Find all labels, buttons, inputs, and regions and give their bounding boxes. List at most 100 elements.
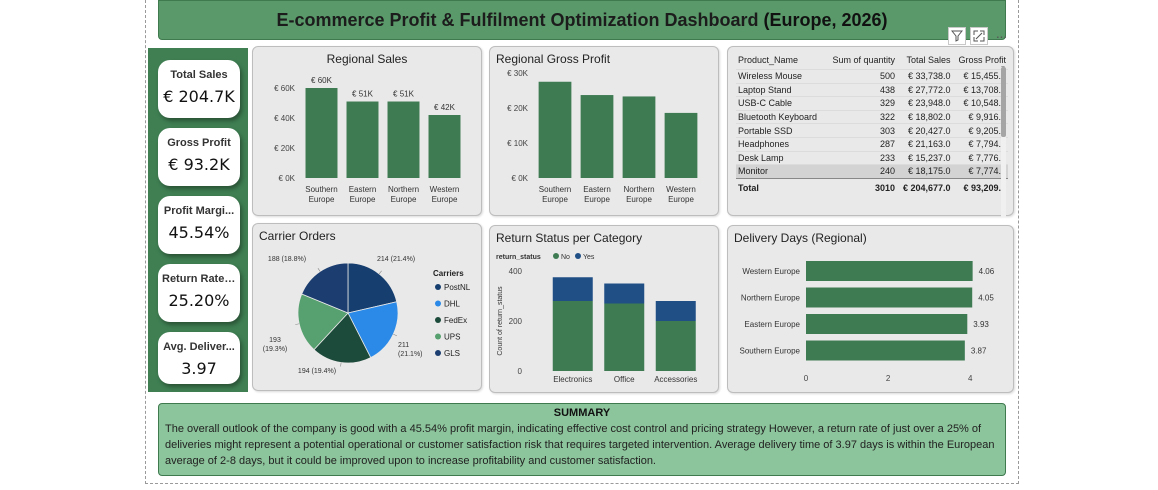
pie-slice[interactable] [347, 262, 398, 314]
table-total-cell: 3010 [825, 177, 898, 195]
stacked-bar-segment[interactable] [655, 301, 696, 321]
kpi-avg-delivery[interactable]: Avg. Deliver... 3.97 [158, 332, 240, 384]
table-row[interactable]: Wireless Mouse 500 € 33,738.0 € 15,455.0 [736, 69, 1008, 84]
data-label: € 51K [352, 90, 374, 99]
data-label: 3.93 [973, 320, 989, 329]
table-row[interactable]: Headphones 287 € 21,163.0 € 7,794.0 [736, 136, 1008, 152]
bar[interactable] [806, 340, 965, 361]
bar[interactable] [806, 261, 973, 281]
product-table-card[interactable]: Product_Name Sum of quantity Total Sales… [727, 46, 1014, 217]
return-status-chart: return_status No Yes Count of return_status… [496, 253, 697, 384]
bar[interactable] [305, 88, 338, 178]
y-axis-title: Count of return_status [497, 286, 504, 356]
table-row[interactable]: Desk Lamp 233 € 15,237.0 € 7,776.0 [736, 150, 1008, 165]
summary-heading: SUMMARY [553, 407, 611, 419]
bar[interactable] [806, 314, 968, 334]
table-row[interactable]: Portable SSD 303 € 20,427.0 € 9,205.0 [736, 123, 1008, 138]
dashboard-title-text: E-commerce Profit & Fulfilment Optimizat… [276, 9, 759, 30]
dashboard-title-suffix: (Europe, 2026) [763, 9, 888, 30]
column-header-sorted[interactable]: Gross Profit▼ [953, 53, 1008, 72]
table-cell: € 13,708.0 [952, 82, 1008, 97]
slice-label: 214 (21.4%) [377, 256, 415, 263]
kpi-gross-profit[interactable]: Gross Profit € 93.2K [158, 128, 240, 186]
table-total-cell: Total [736, 177, 826, 195]
table-cell: 303 [825, 123, 898, 138]
table-cell: € 27,772.0 [897, 82, 953, 97]
table-cell: Laptop Stand [736, 82, 826, 97]
bar[interactable] [346, 101, 379, 179]
legend-marker [575, 253, 581, 259]
return-status-card[interactable]: Return Status per Category return_status… [489, 225, 719, 393]
data-label: 3.87 [971, 347, 987, 356]
table-row[interactable]: Laptop Stand 438 € 27,772.0 € 13,708.0 [736, 82, 1008, 97]
kpi-total-sales[interactable]: Total Sales € 204.7K [158, 60, 240, 118]
table-cell: € 21,163.0 [897, 136, 953, 152]
y-tick-label: € 20K [507, 104, 529, 113]
kpi-value: 25.20% [168, 291, 230, 310]
bar[interactable] [664, 112, 698, 178]
bar[interactable] [428, 115, 461, 178]
filter-icon[interactable] [948, 27, 966, 45]
x-tick-label: Southern Europe [539, 185, 571, 204]
table-row[interactable]: Bluetooth Keyboard 322 € 18,802.0 € 9,916.0 [736, 109, 1008, 124]
table-scrollbar[interactable] [1001, 67, 1006, 137]
x-tick-label: Western Europe [430, 185, 460, 204]
stacked-bar-segment[interactable] [552, 301, 593, 371]
y-tick-label: Western Europe [742, 267, 800, 276]
column-header[interactable]: Total Sales [906, 55, 951, 65]
legend-marker [435, 284, 441, 290]
legend-marker [435, 333, 441, 340]
table-cell: € 15,237.0 [897, 150, 953, 165]
x-tick-label: Eastern Europe [349, 185, 377, 204]
data-label: € 60K [311, 76, 333, 85]
leader-line [317, 267, 321, 272]
dashboard-title: E-commerce Profit & Fulfilment Optimizat… [158, 0, 1006, 40]
pie-slice[interactable] [313, 312, 372, 364]
stacked-bar-segment[interactable] [604, 283, 645, 304]
stacked-bar-segment[interactable] [552, 277, 593, 301]
bar[interactable] [622, 96, 656, 178]
stacked-bar-segment[interactable] [604, 303, 645, 372]
x-tick-label: Northern Europe [623, 185, 654, 204]
table-row[interactable]: Monitor 240 € 18,175.0 € 7,774.0 [736, 164, 1008, 179]
kpi-profit-margin[interactable]: Profit Margi... 45.54% [158, 196, 240, 254]
data-label: € 42K [434, 103, 456, 112]
pie-slice[interactable] [347, 301, 399, 359]
kpi-value: € 93.2K [168, 155, 230, 174]
data-label: 4.06 [979, 267, 995, 276]
pie-slice[interactable] [301, 262, 349, 314]
visual-header: ··· [948, 27, 1010, 45]
table-cell: USB-C Cable [736, 96, 826, 111]
delivery-days-chart: Western Europe 4.06 Northern Europe 4.05 Eas… [740, 261, 995, 383]
table-total-row: Total 3010 € 204,677.0 € 93,209.0 [736, 177, 1008, 195]
more-options-icon[interactable]: ··· [995, 28, 1008, 44]
table-cell: Headphones [736, 136, 826, 152]
bar[interactable] [538, 81, 572, 178]
kpi-panel: Total Sales € 204.7K Gross Profit € 93.2… [148, 48, 248, 392]
chart-title: Delivery Days (Regional) [734, 231, 867, 245]
stacked-bar-segment[interactable] [655, 321, 696, 371]
table-cell: € 18,802.0 [897, 109, 953, 124]
kpi-value: 3.97 [181, 359, 217, 378]
delivery-days-card[interactable]: Delivery Days (Regional) Western Europe 4… [727, 225, 1014, 393]
data-label: € 51K [393, 90, 415, 99]
table-row[interactable]: USB-C Cable 329 € 23,948.0 € 10,548.0 [736, 96, 1008, 111]
regional-gross-profit-card[interactable]: Regional Gross Profit € 0K € 10K € 20K € 30… [489, 46, 719, 216]
column-header[interactable]: Sum of quantity [832, 55, 896, 65]
bar[interactable] [387, 101, 420, 179]
bar[interactable] [580, 95, 614, 178]
x-tick-label: Eastern Europe [583, 185, 611, 204]
focus-mode-icon[interactable] [970, 27, 988, 45]
chart-title: Return Status per Category [496, 231, 643, 245]
bar[interactable] [806, 287, 973, 308]
column-header[interactable]: Product_Name [738, 55, 799, 65]
table-cell: € 20,427.0 [897, 123, 953, 138]
table-cell: 240 [825, 164, 898, 179]
regional-sales-card[interactable]: Regional Sales € 0K € 20K € 40K € 60K € 60K S… [252, 46, 482, 216]
table-cell: € 15,455.0 [952, 69, 1008, 84]
carrier-orders-card[interactable]: Carrier Orders 214 (21.4%) 211 (21.1%) 194 … [252, 223, 482, 391]
table-cell: € 33,738.0 [897, 69, 953, 84]
y-tick-label: 400 [509, 267, 523, 276]
kpi-return-rate[interactable]: Return Rate % 25.20% [158, 264, 240, 322]
y-tick-label: 0 [518, 367, 523, 376]
